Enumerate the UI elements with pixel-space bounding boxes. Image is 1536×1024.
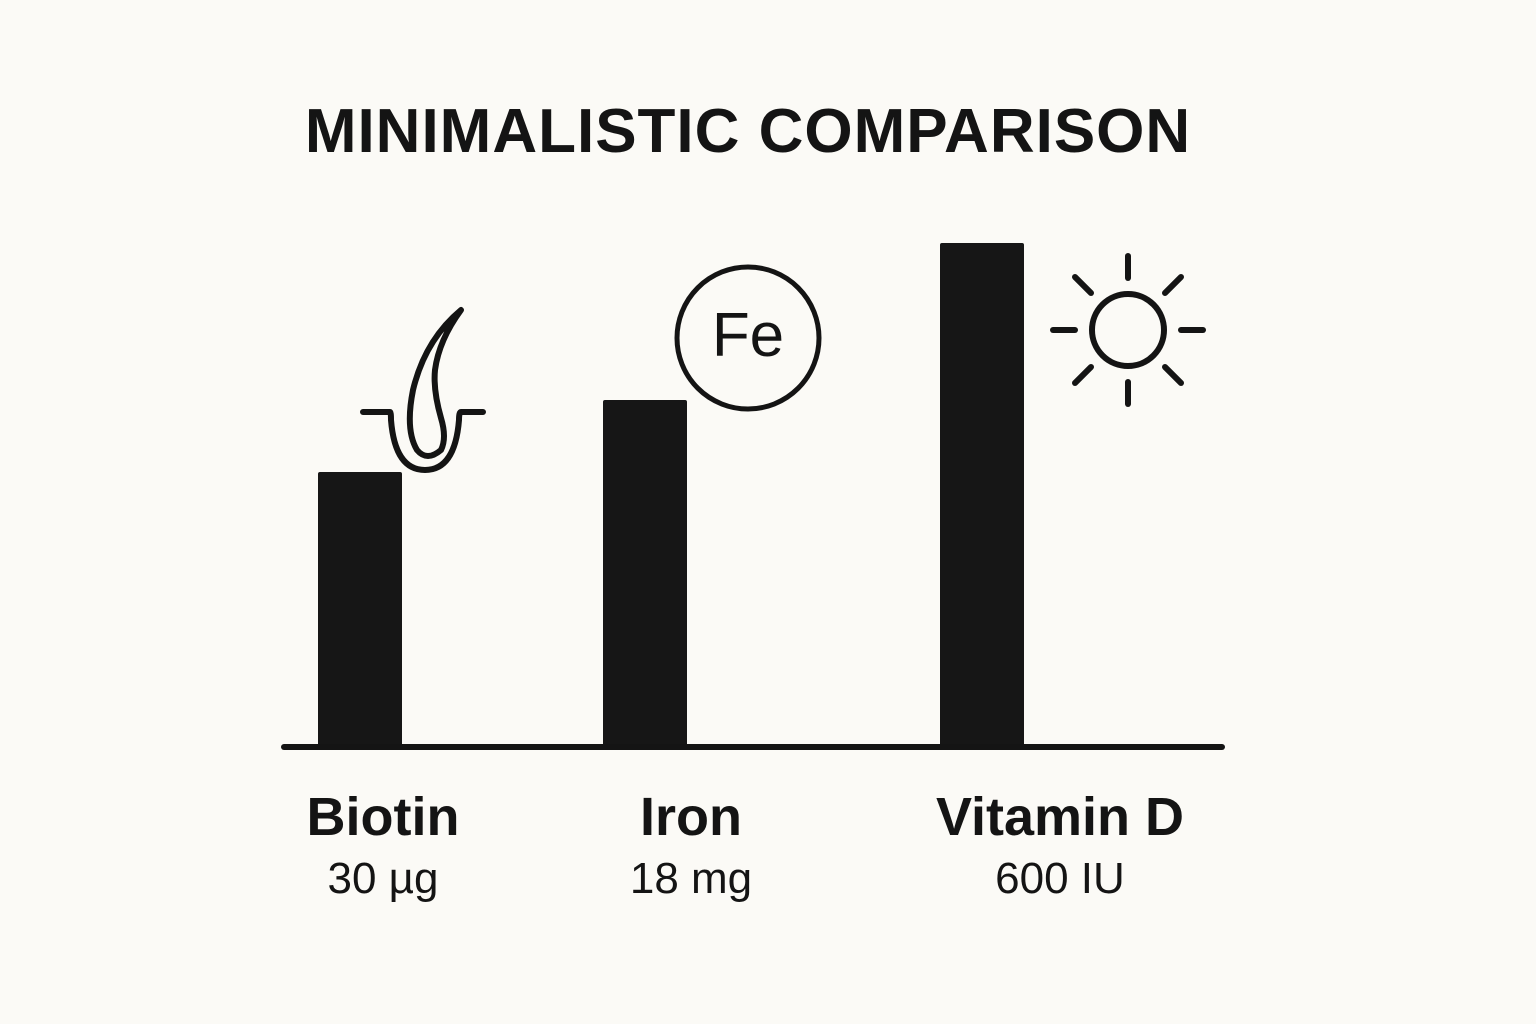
category-name: Iron: [640, 787, 742, 847]
category-name: Biotin: [306, 787, 460, 847]
category-name: Vitamin D: [935, 787, 1185, 847]
x-axis-baseline: [281, 744, 1225, 750]
category-value: 30 µg: [327, 854, 439, 903]
category-label-biotin: Biotin 30 µg: [223, 786, 543, 904]
chart-title: MINIMALISTIC COMPARISON: [304, 97, 1192, 166]
bar-biotin: [318, 472, 402, 747]
category-value: 600 IU: [995, 854, 1125, 903]
iron-fe-icon-text: Fe: [711, 301, 785, 370]
bar-vitamin-d: [940, 243, 1024, 747]
bar-iron: [603, 400, 687, 747]
category-value: 18 mg: [629, 854, 753, 903]
sun-icon: [1050, 253, 1206, 407]
category-label-iron: Iron 18 mg: [531, 786, 851, 904]
iron-fe-icon: [674, 264, 822, 412]
hair-follicle-icon: [360, 307, 486, 473]
category-label-vitamin-d: Vitamin D 600 IU: [900, 786, 1220, 904]
